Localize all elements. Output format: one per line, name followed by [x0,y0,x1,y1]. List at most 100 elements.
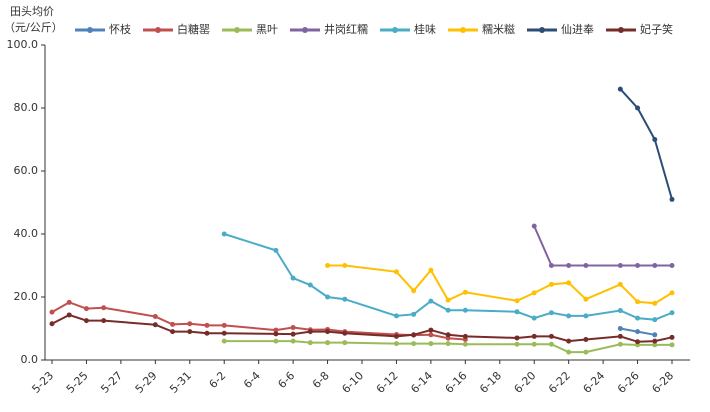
data-point [49,321,55,327]
data-point [290,331,296,337]
data-point [652,317,658,323]
data-point [566,263,572,268]
data-point [617,86,623,92]
data-point [462,307,468,313]
data-point [652,332,658,338]
data-point [669,263,675,268]
data-point [204,322,210,328]
data-point [411,288,417,294]
y-axis-label: 田头均价 [10,5,54,18]
data-point [66,312,72,318]
x-tick-label: 5-31 [167,369,194,396]
x-tick-label: 5-29 [133,369,160,396]
data-point [428,332,434,338]
data-point [669,290,675,296]
data-point [652,300,658,306]
data-point [170,329,176,335]
legend-label[interactable]: 黑叶 [256,23,278,36]
legend-label[interactable]: 井岗红糯 [324,22,368,36]
data-point [635,263,641,268]
legend-label[interactable]: 妃子笑 [640,22,673,36]
series-line [51,313,673,343]
data-point [531,341,537,347]
data-point [548,281,554,287]
data-point [428,298,434,304]
data-point [393,313,399,319]
legend-label[interactable]: 白糖罂 [177,22,210,36]
y-tick-label: 60.0 [14,164,39,177]
legend-label[interactable]: 怀枝 [109,22,131,36]
data-point [66,299,72,305]
x-tick-label: 6-8 [310,369,332,391]
data-point [325,340,331,346]
data-point [583,313,589,319]
x-tick-label: 5-27 [98,369,125,396]
data-point [411,332,417,338]
data-point [445,341,451,347]
x-tick-label: 6-24 [581,369,608,396]
data-point [170,321,176,327]
series-line [327,264,673,305]
data-point [617,308,623,314]
data-point [635,329,641,335]
y-tick-label: 20.0 [14,290,39,303]
data-point [548,333,554,339]
data-point [307,340,313,346]
legend-marker [618,27,624,33]
data-point [462,333,468,339]
data-point [307,329,313,335]
y-tick-label: 40.0 [14,227,39,240]
data-point [273,247,279,253]
data-point [514,335,520,341]
data-point [325,263,331,268]
data-point [428,327,434,333]
data-point [583,337,589,343]
data-point [652,342,658,348]
y-tick-label: 0.0 [21,353,39,366]
data-point [221,338,227,344]
series-line [224,340,672,354]
data-point [462,341,468,347]
data-point [187,329,193,335]
legend-marker [87,27,93,33]
data-point [635,339,641,345]
legend-marker [392,27,398,33]
data-point [290,325,296,331]
data-point [445,307,451,313]
legend-label[interactable]: 仙进奉 [561,22,594,36]
x-tick-label: 6-2 [207,369,229,391]
data-point [531,315,537,321]
data-point [325,294,331,300]
x-tick-label: 6-26 [615,369,642,396]
y-tick-label: 100.0 [7,38,39,51]
legend-label[interactable]: 桂味 [414,22,436,36]
data-point [617,341,623,347]
legend-marker [155,27,161,33]
data-point [583,263,589,268]
data-point [307,282,313,288]
legend-label[interactable]: 糯米糍 [482,22,515,36]
data-point [411,341,417,347]
data-point [583,349,589,355]
data-point [428,341,434,347]
data-point [548,341,554,347]
data-point [669,196,675,202]
data-point [531,333,537,339]
data-point [290,275,296,281]
x-tick-label: 6-10 [339,369,366,396]
data-point [514,298,520,304]
data-point [273,338,279,344]
data-point [393,269,399,275]
legend-marker [460,27,466,33]
legend-marker [539,27,545,33]
series-line [533,225,672,267]
y-tick-label: 80.0 [14,101,39,114]
data-point [221,322,227,328]
data-point [583,296,589,302]
data-point [342,296,348,302]
x-tick-label: 6-12 [374,369,401,396]
data-point [669,334,675,340]
x-tick-label: 6-16 [443,369,470,396]
data-point [273,327,279,333]
